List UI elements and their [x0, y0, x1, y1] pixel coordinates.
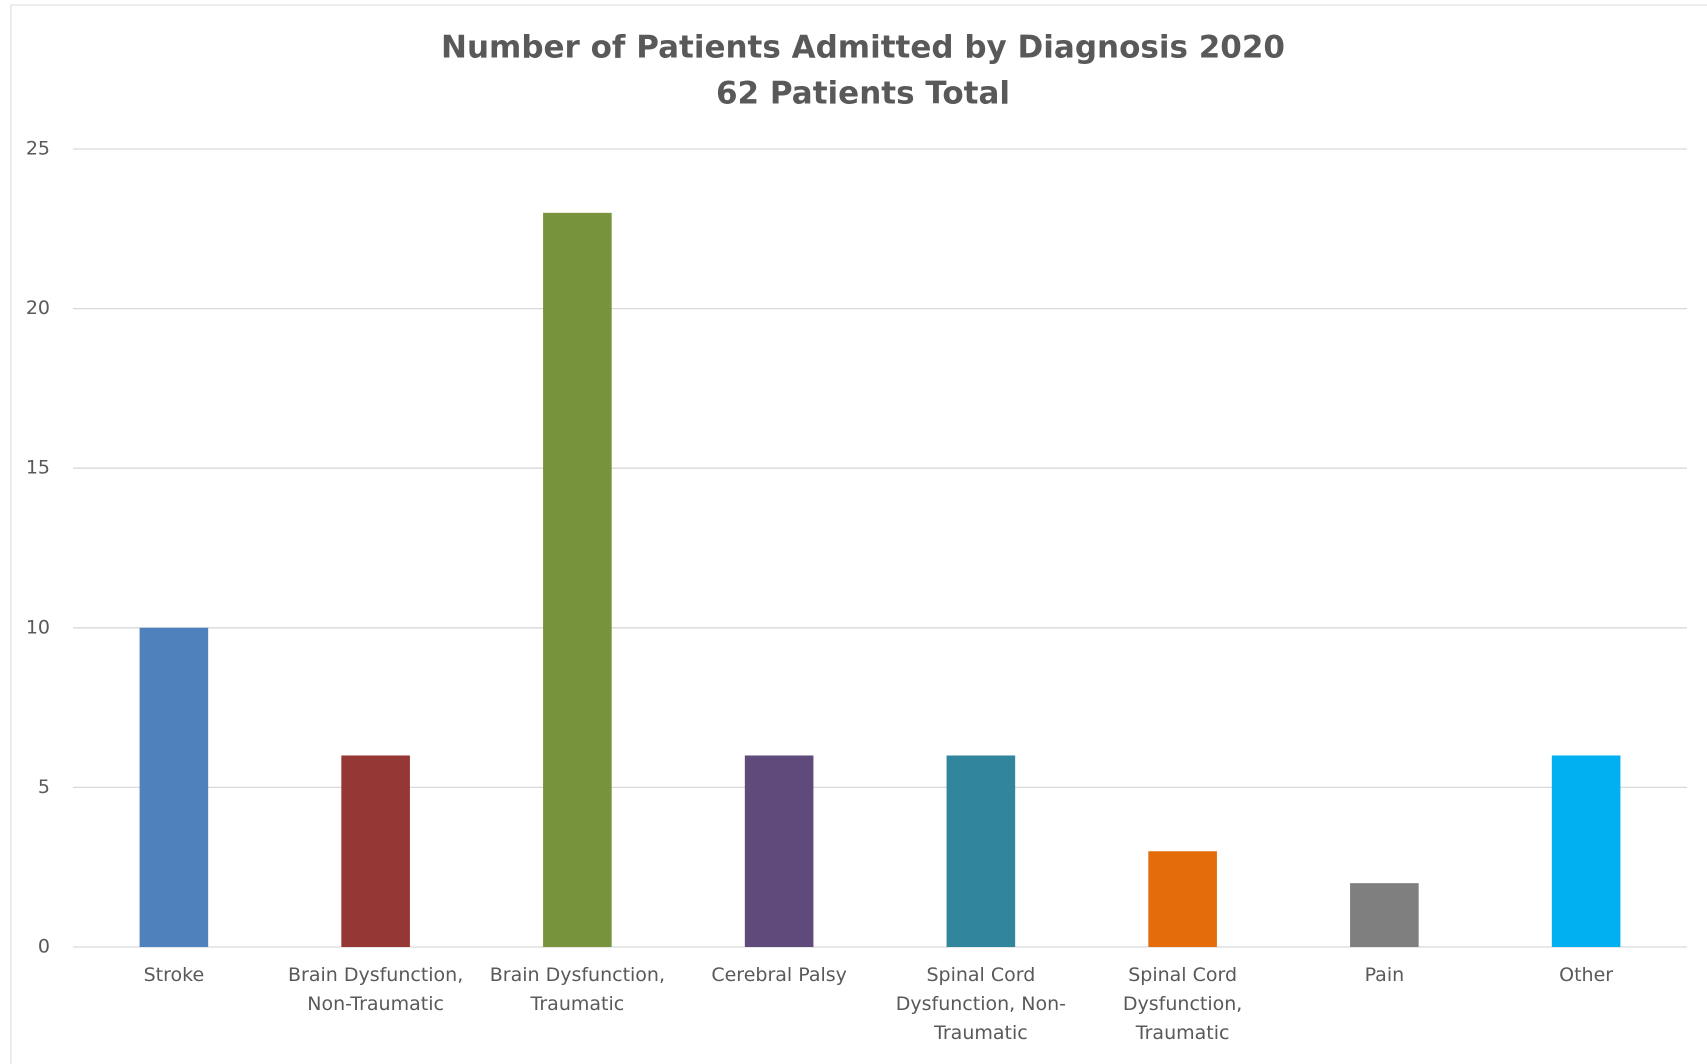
y-tick-label: 10: [26, 616, 50, 638]
chart-subtitle: 62 Patients Total: [716, 76, 1010, 112]
x-tick-label: Brain Dysfunction, Non-Traumatic: [287, 964, 464, 1015]
bar: [139, 627, 209, 947]
x-tick-label: Pain: [1364, 964, 1405, 986]
y-tick-label: 0: [38, 936, 50, 958]
x-tick-label-box: Spinal Cord Dysfunction, Traumatic: [1122, 964, 1243, 1044]
chart-title: Number of Patients Admitted by Diagnosis…: [441, 30, 1285, 66]
x-tick-label-box: Stroke: [143, 964, 205, 986]
x-tick-label: Other: [1559, 964, 1614, 986]
y-tick-label: 5: [38, 776, 50, 798]
y-tick-label: 25: [26, 138, 50, 160]
bar: [543, 212, 612, 948]
x-tick-label-box: Other: [1559, 964, 1614, 986]
bar: [1148, 851, 1217, 947]
chart-border: [10, 4, 1707, 1064]
x-tick-label: Spinal Cord Dysfunction, Non-Traumatic: [895, 964, 1066, 1044]
x-tick-label-box: Spinal Cord Dysfunction, Non-Traumatic: [895, 964, 1066, 1044]
x-tick-label-box: Brain Dysfunction, Non-Traumatic: [287, 964, 464, 1015]
y-tick-label: 20: [26, 297, 50, 319]
bar: [946, 755, 1016, 947]
x-tick-label: Brain Dysfunction, Traumatic: [489, 964, 666, 1015]
x-tick-label: Cerebral Palsy: [711, 964, 847, 986]
x-tick-label: Spinal Cord Dysfunction, Traumatic: [1122, 964, 1243, 1044]
x-tick-label-box: Cerebral Palsy: [711, 964, 847, 986]
x-tick-label-box: Brain Dysfunction, Traumatic: [489, 964, 666, 1015]
bar: [341, 755, 410, 947]
x-tick-label: Stroke: [143, 964, 205, 986]
bar: [1350, 883, 1419, 947]
y-tick-label: 15: [26, 457, 50, 479]
bar: [1551, 755, 1621, 947]
bar: [744, 755, 814, 947]
x-tick-label-box: Pain: [1364, 964, 1405, 986]
